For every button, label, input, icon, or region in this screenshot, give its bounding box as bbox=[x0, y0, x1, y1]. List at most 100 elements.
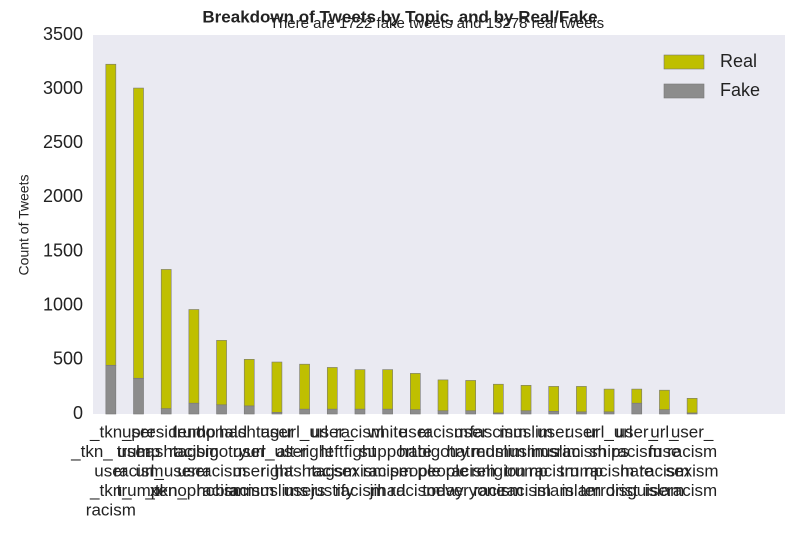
x-tick-label: religion bbox=[471, 461, 526, 480]
bar-segment bbox=[382, 408, 393, 415]
x-tick-label: racism bbox=[667, 481, 717, 500]
chart-title: Breakdown of Tweets by Topic, and by Rea… bbox=[202, 7, 597, 26]
x-tick-label: donald bbox=[196, 422, 247, 441]
y-tick-label: 1000 bbox=[43, 294, 83, 314]
x-tick-label: today bbox=[422, 481, 464, 500]
x-tick-label: justify bbox=[310, 481, 355, 500]
x-tick-label: fuse bbox=[648, 442, 680, 461]
bar-segment bbox=[686, 397, 698, 414]
x-tick-label: _tkn_ bbox=[144, 481, 187, 500]
bar-segment bbox=[354, 369, 366, 410]
y-axis-label: Count of Tweets bbox=[16, 175, 32, 276]
x-tick-label: trump bbox=[117, 481, 160, 500]
x-tick-label: racism bbox=[86, 500, 136, 519]
x-tick-label: muslim bbox=[527, 442, 581, 461]
legend-label: Real bbox=[720, 51, 757, 71]
x-tick-label: racism bbox=[612, 442, 662, 461]
bar-segment bbox=[160, 269, 172, 409]
x-tick-label: user bbox=[122, 422, 155, 441]
x-tick-label: hashtag bbox=[219, 422, 280, 441]
x-tick-label: white bbox=[367, 422, 408, 441]
x-tick-label: racism bbox=[529, 461, 579, 480]
chart-subtitle: There are 1722 fake tweets and 13278 rea… bbox=[270, 15, 604, 32]
x-tick-label: racism bbox=[335, 481, 385, 500]
x-tick-label: racism bbox=[363, 461, 413, 480]
x-tick-label: user_ bbox=[615, 422, 658, 441]
x-tick-label: xenophobia bbox=[150, 481, 238, 500]
x-tick-label: url_ bbox=[650, 422, 679, 441]
x-tick-label: user bbox=[565, 422, 598, 441]
x-tick-label: terrorist bbox=[580, 481, 638, 500]
y-tick-label: 1500 bbox=[43, 240, 83, 260]
x-tick-label: hashtag bbox=[136, 442, 197, 461]
bar-segment bbox=[603, 411, 615, 415]
bar-segment bbox=[659, 409, 670, 415]
bar-segment bbox=[576, 386, 587, 413]
x-tick-label: racism bbox=[113, 461, 163, 480]
x-tick-label: racism bbox=[584, 461, 634, 480]
x-tick-label: trump bbox=[504, 461, 547, 480]
x-tick-label: trump bbox=[117, 442, 160, 461]
x-tick-label: jihad bbox=[369, 481, 406, 500]
x-tick-label: _tkn_ user bbox=[70, 442, 151, 461]
x-tick-label: user bbox=[399, 422, 432, 441]
y-tick-label: 3500 bbox=[43, 24, 83, 44]
x-tick-label: url_user bbox=[135, 461, 197, 480]
x-tick-label: hashtag bbox=[274, 461, 335, 480]
x-tick-label: racism bbox=[335, 422, 385, 441]
bar-segment bbox=[243, 405, 255, 415]
x-tick-label: people bbox=[390, 461, 441, 480]
x-tick-label: user bbox=[94, 461, 127, 480]
bar-segment bbox=[520, 385, 532, 412]
bar-segment bbox=[105, 63, 117, 366]
x-tick-label: racism bbox=[197, 461, 247, 480]
bar-segment bbox=[410, 409, 421, 415]
bar-segment bbox=[299, 363, 310, 410]
x-tick-label: left bbox=[321, 442, 344, 461]
x-tick-label: people bbox=[417, 461, 468, 480]
x-tick-label: fight bbox=[344, 442, 376, 461]
bar-segment bbox=[410, 373, 421, 410]
bar-segment bbox=[326, 367, 338, 410]
x-tick-label: hate bbox=[620, 461, 653, 480]
x-tick-label: user bbox=[260, 422, 293, 441]
x-tick-label: muslim bbox=[499, 422, 553, 441]
x-tick-label: islam bbox=[645, 481, 685, 500]
x-tick-label: hate bbox=[399, 442, 432, 461]
x-tick-label: racism bbox=[473, 481, 523, 500]
x-tick-label: _tkn_ bbox=[89, 422, 132, 441]
bar-segment bbox=[465, 410, 476, 415]
y-tick-label: 0 bbox=[73, 403, 83, 423]
x-tick-label: url_url bbox=[281, 422, 328, 441]
x-tick-label: fascism bbox=[470, 422, 528, 441]
x-tick-label: right bbox=[260, 461, 293, 480]
bar-segment bbox=[271, 361, 283, 413]
x-tick-label: racism bbox=[169, 442, 219, 461]
bar-segment bbox=[437, 379, 449, 412]
x-tick-label: racism bbox=[556, 442, 606, 461]
y-tick-label: 2000 bbox=[43, 186, 83, 206]
x-tick-label: trump bbox=[172, 422, 215, 441]
x-tick-label: sexism bbox=[334, 461, 387, 480]
x-tick-label: president bbox=[131, 422, 201, 441]
bar-segment bbox=[160, 408, 172, 415]
bar-segment bbox=[548, 386, 560, 412]
x-tick-label: racism bbox=[639, 461, 689, 480]
bar-segment bbox=[243, 359, 255, 407]
bar-segment bbox=[548, 410, 560, 415]
x-tick-label: racism bbox=[501, 481, 551, 500]
x-tick-label: sexism bbox=[666, 461, 719, 480]
bar-segment bbox=[216, 340, 227, 406]
y-tick-label: 500 bbox=[53, 349, 83, 369]
x-tick-label: racism bbox=[446, 461, 496, 480]
x-tick-label: url_url bbox=[585, 422, 632, 441]
x-tick-label: racism bbox=[418, 422, 468, 441]
x-tick-label: ships bbox=[589, 442, 629, 461]
x-tick-label: user_ bbox=[671, 422, 714, 441]
bar-segment bbox=[465, 380, 476, 412]
x-tick-label: _tkn_ bbox=[89, 481, 132, 500]
bar-segment bbox=[437, 410, 449, 415]
bar-segment bbox=[631, 388, 643, 404]
bar-segment bbox=[188, 309, 200, 404]
